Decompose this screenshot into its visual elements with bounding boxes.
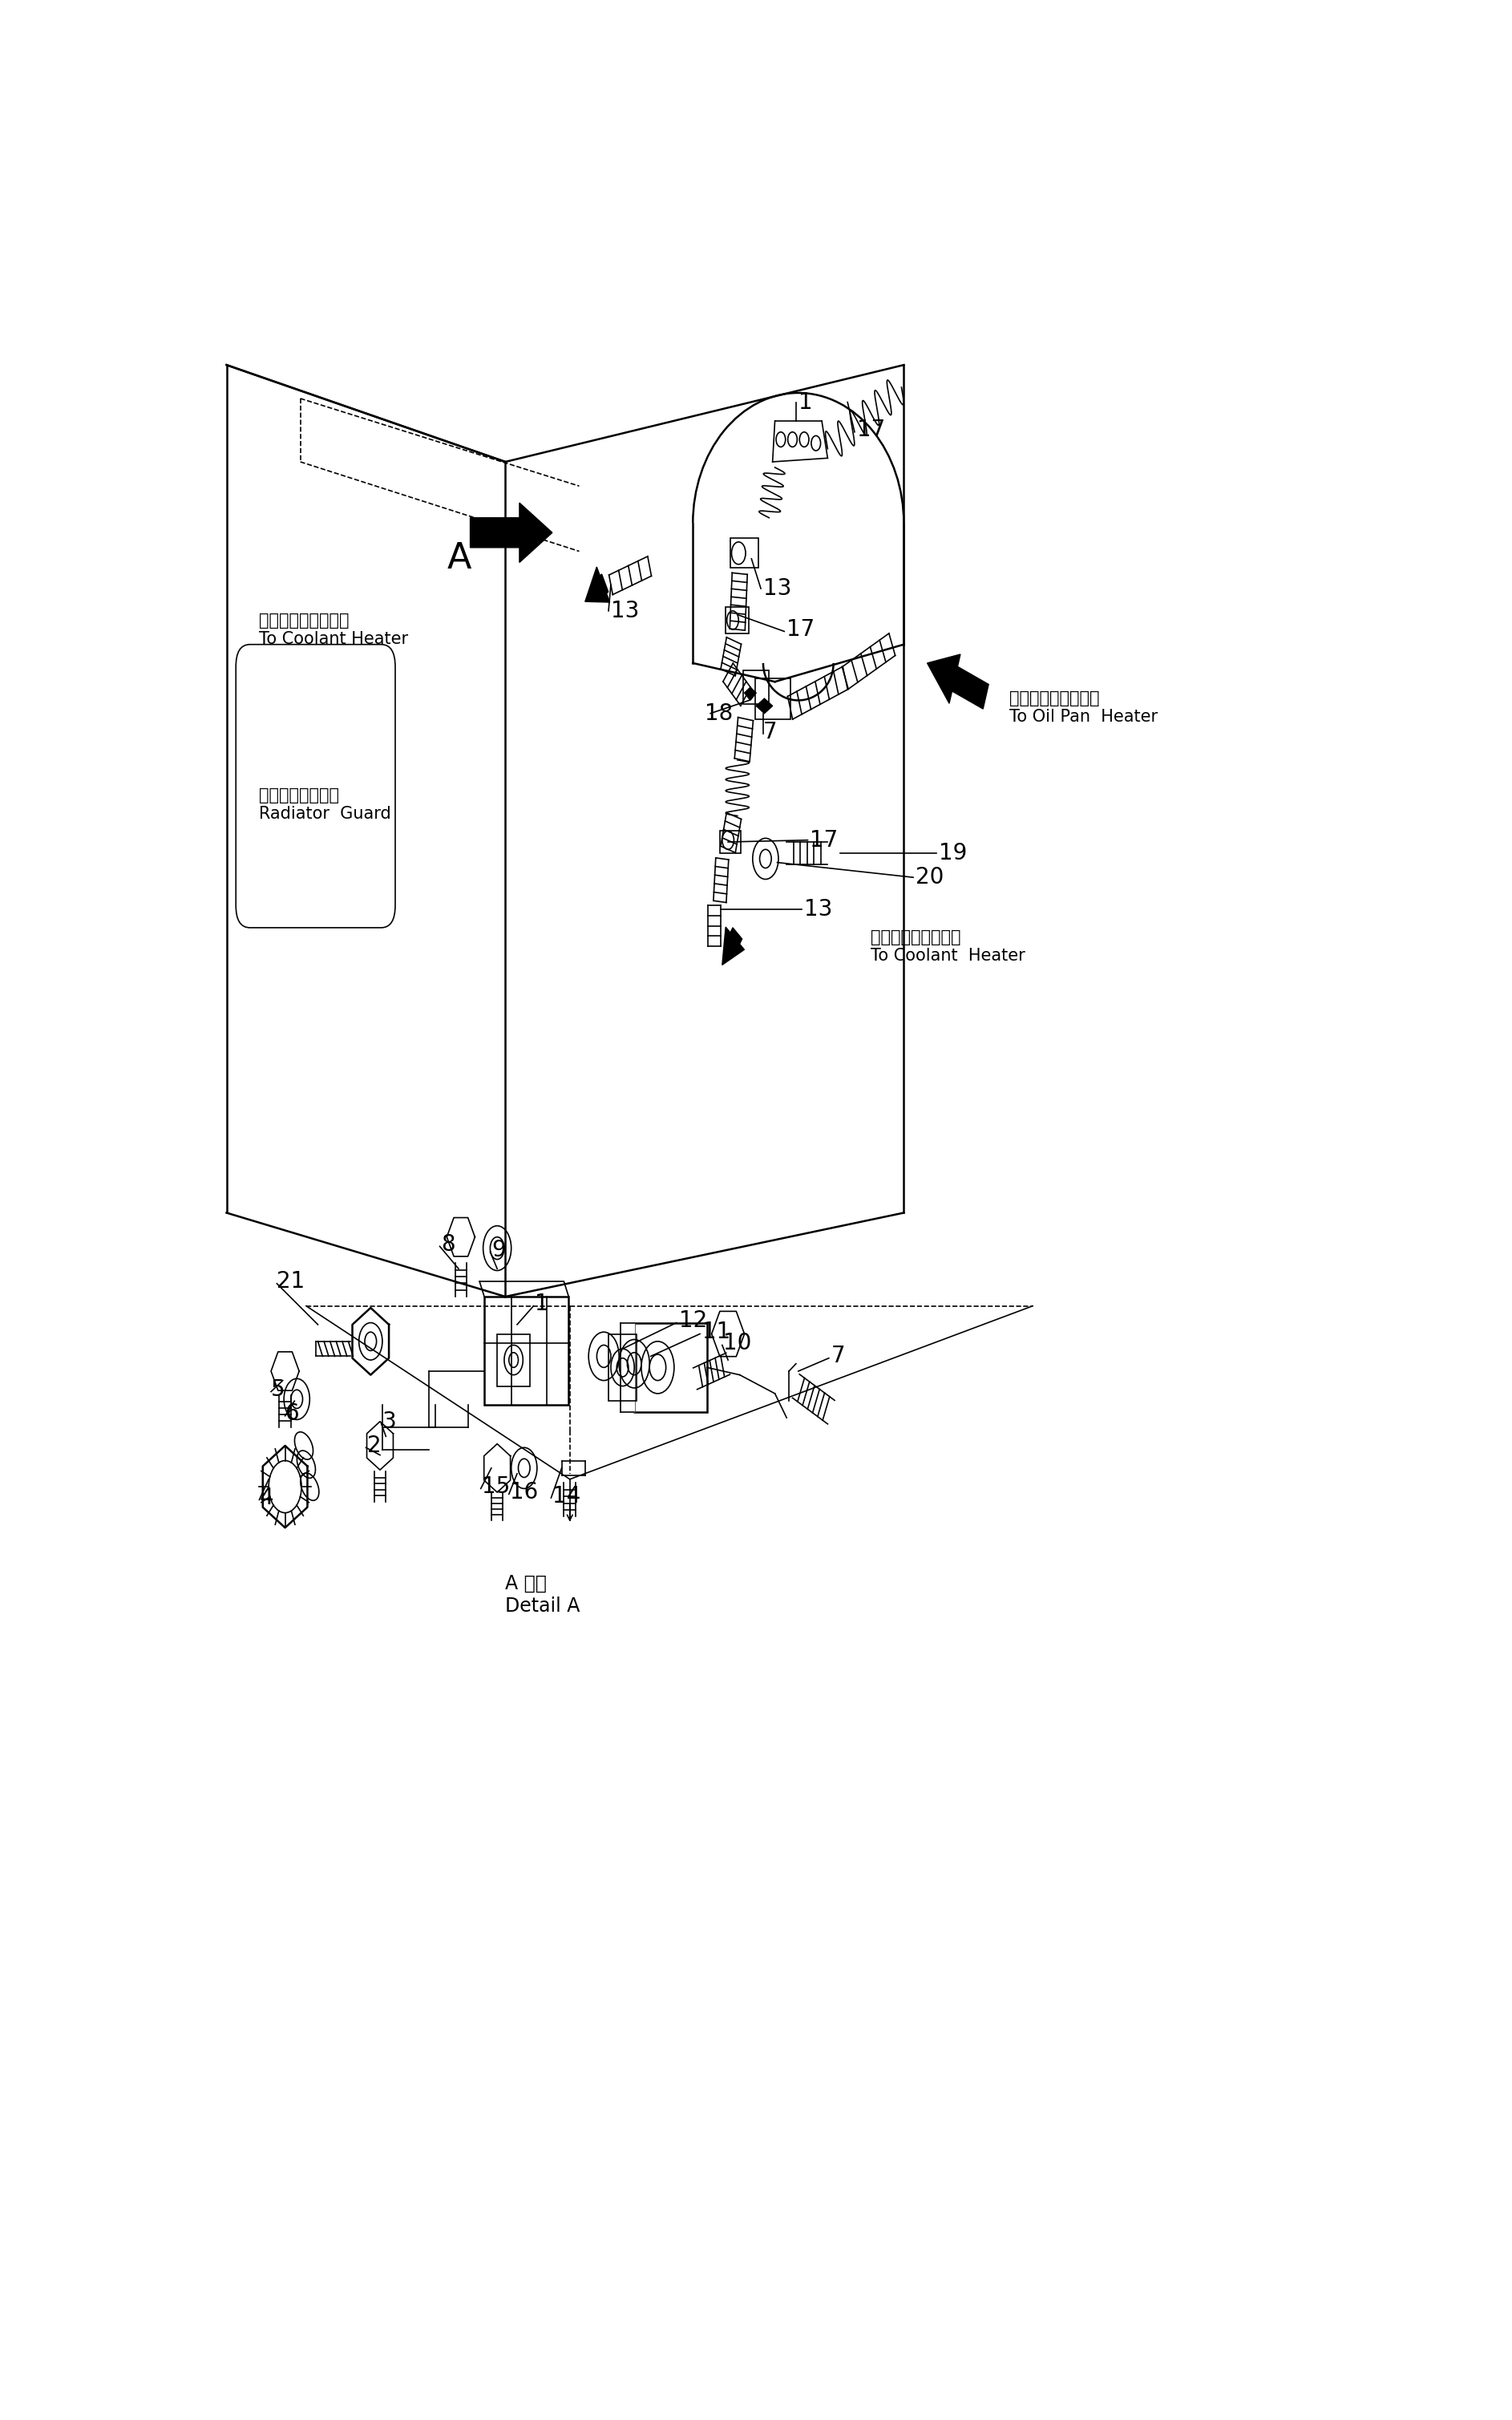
- Polygon shape: [756, 699, 773, 714]
- Text: クーラントヒータへ
To Coolant  Heater: クーラントヒータへ To Coolant Heater: [871, 929, 1025, 963]
- Text: 12: 12: [679, 1309, 708, 1331]
- Text: クーラントヒータへ
To Coolant Heater: クーラントヒータへ To Coolant Heater: [260, 612, 408, 646]
- Text: 1: 1: [798, 392, 812, 414]
- Text: 7: 7: [832, 1346, 845, 1367]
- Bar: [497, 1333, 531, 1387]
- FancyArrow shape: [723, 927, 744, 966]
- Bar: [726, 607, 748, 634]
- Text: 6: 6: [286, 1404, 299, 1425]
- Text: 7: 7: [764, 721, 777, 743]
- Text: 18: 18: [705, 702, 733, 724]
- Bar: [730, 537, 759, 569]
- Text: 15: 15: [482, 1476, 510, 1498]
- FancyArrow shape: [470, 503, 552, 561]
- Text: 13: 13: [764, 578, 792, 600]
- Text: 17: 17: [786, 620, 815, 641]
- Text: 4: 4: [260, 1486, 274, 1510]
- Text: 14: 14: [552, 1486, 581, 1508]
- Text: 9: 9: [491, 1239, 505, 1261]
- Bar: [635, 1324, 708, 1413]
- Text: 10: 10: [723, 1331, 751, 1355]
- FancyArrow shape: [585, 566, 609, 603]
- Polygon shape: [620, 1324, 635, 1413]
- Text: 20: 20: [916, 866, 943, 888]
- Text: 17: 17: [857, 419, 885, 440]
- Bar: [608, 1333, 637, 1401]
- Text: 19: 19: [939, 842, 968, 864]
- FancyArrow shape: [927, 653, 989, 709]
- Text: 11: 11: [702, 1321, 730, 1343]
- Text: 2: 2: [367, 1435, 381, 1457]
- Text: 3: 3: [383, 1411, 396, 1433]
- Bar: [720, 830, 741, 854]
- Text: オイルパンヒータへ
To Oil Pan  Heater: オイルパンヒータへ To Oil Pan Heater: [1010, 690, 1158, 726]
- Text: 5: 5: [271, 1379, 286, 1401]
- Text: A: A: [448, 542, 472, 576]
- Text: ラジエータガード
Radiator  Guard: ラジエータガード Radiator Guard: [260, 786, 392, 823]
- Text: 21: 21: [277, 1270, 305, 1292]
- Text: A 詳細
Detail A: A 詳細 Detail A: [505, 1573, 581, 1617]
- Text: 8: 8: [442, 1234, 455, 1256]
- Text: 1: 1: [535, 1292, 549, 1316]
- Text: 17: 17: [810, 830, 838, 852]
- Bar: [484, 1297, 569, 1404]
- Text: 13: 13: [804, 898, 833, 920]
- Bar: [754, 678, 791, 719]
- Text: 13: 13: [611, 600, 640, 622]
- Text: 16: 16: [510, 1481, 538, 1503]
- Polygon shape: [744, 687, 756, 699]
- Bar: [744, 670, 770, 704]
